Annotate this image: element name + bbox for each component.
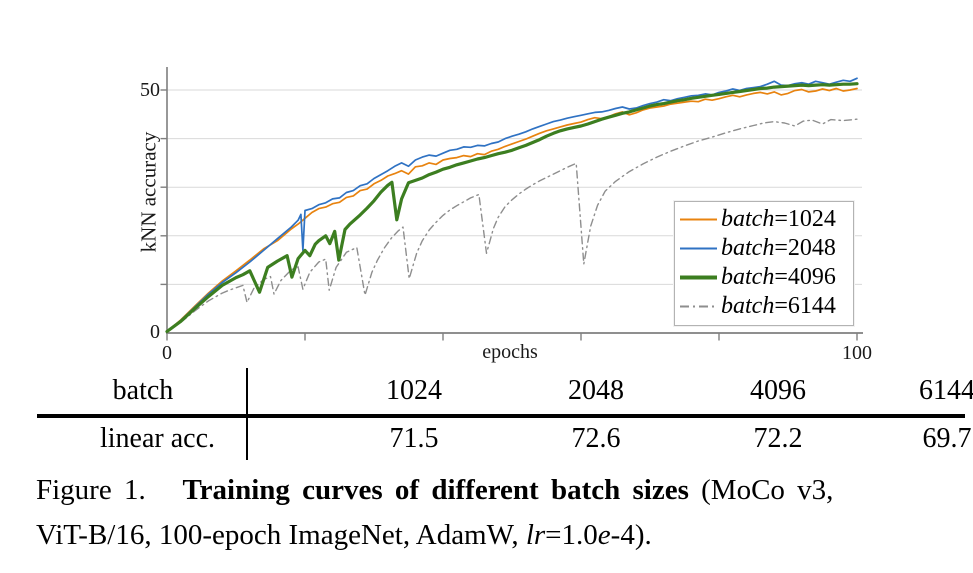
caption-figure-label: Figure 1. [36,474,146,506]
table-header-linear-acc: linear acc. [99,423,216,454]
legend-label: batch=4096 [721,264,836,290]
y-axis-tick-label-0: 0 [150,321,160,343]
table-batch-value: 2048 [568,375,624,406]
table-linear-acc-value: 72.6 [571,423,621,454]
x-axis-title: epochs [482,341,538,363]
legend-item-batch-6144: batch=6144 [675,292,853,321]
caption-e-italic: e [597,519,611,551]
legend-label: batch=2048 [721,235,836,261]
legend-line-sample-blue [680,247,717,250]
legend-label: batch=1024 [721,206,836,232]
table-linear-acc-value: 69.7 [922,423,972,454]
caption-lr-italic: lr [525,519,546,551]
legend-item-batch-1024: batch=1024 [675,205,853,234]
table-batch-value: 6144 [919,375,973,406]
table-horizontal-rule [37,414,965,418]
table-linear-acc-value: 72.2 [753,423,803,454]
legend-line-sample-orange [680,218,717,221]
caption-line1-rest: (MoCo v3, [701,474,834,506]
caption-line1: Figure 1. Training curves of different b… [36,474,833,506]
legend-item-batch-4096: batch=4096 [675,263,853,292]
legend-item-batch-2048: batch=2048 [675,234,853,263]
y-axis-tick-label-50: 50 [140,79,160,101]
legend-line-sample-gray [680,305,717,308]
caption-bold-title: Training curves of different batch sizes [182,474,689,506]
x-axis-tick-label-100: 100 [842,342,872,364]
table-linear-acc-value: 71.5 [389,423,439,454]
training-curves-chart [160,67,863,341]
table-header-batch: batch [112,375,174,406]
y-axis-title: kNN accuracy [136,131,161,253]
chart-legend: batch=1024 batch=2048 batch=4096 batch=6… [674,201,854,326]
legend-line-sample-green [680,275,717,280]
caption-line2: ViT-B/16, 100-epoch ImageNet, AdamW, lr=… [36,519,652,551]
table-batch-value: 1024 [386,375,442,406]
legend-label: batch=6144 [721,293,836,319]
table-batch-value: 4096 [750,375,806,406]
x-axis-tick-label-0: 0 [162,342,172,364]
figure-caption: Figure 1. Training curves of different b… [36,468,960,558]
